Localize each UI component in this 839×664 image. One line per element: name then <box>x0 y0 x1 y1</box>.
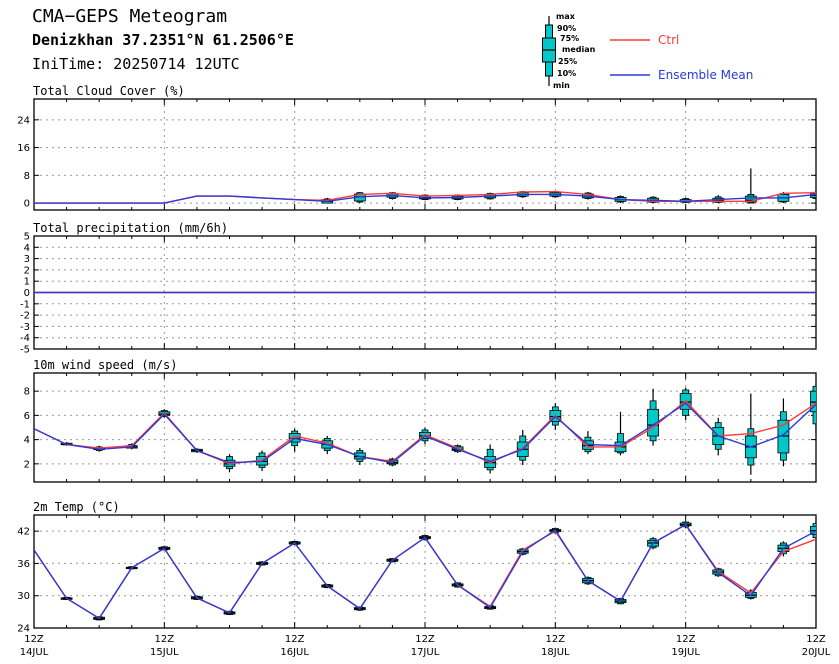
y-tick-label: 2 <box>24 265 30 276</box>
y-tick-label: 36 <box>17 559 30 570</box>
panel-3: 2m Temp (°C) 24 30 36 42 <box>17 500 817 635</box>
panel-1: Total precipitation (mm/6h) -5-4-3-2-1012… <box>20 221 817 356</box>
x-axis: 12Z 14JUL 12Z 15JUL 12Z 16JUL 12Z 17JUL 12Z 18JUL… <box>20 634 831 658</box>
y-tick-label: 5 <box>24 232 30 243</box>
panel-title-3: 2m Temp (°C) <box>33 500 120 514</box>
legend-box-label-6: min <box>553 81 570 90</box>
y-tick-label: 1 <box>24 277 30 288</box>
box-inner <box>744 195 757 203</box>
legend-box-label-1: 90% <box>557 24 576 33</box>
y-tick-label: 3 <box>24 254 30 265</box>
x-tick-label-top-4: 12Z <box>546 634 566 645</box>
x-tick-label-bottom-5: 19JUL <box>671 647 700 658</box>
legend: max 90%75% median 25% 10% min Ctrl Ensemble Mea… <box>542 12 753 90</box>
y-tick-label: -5 <box>20 345 30 356</box>
panel-data-0 <box>34 168 816 204</box>
legend-box-label-5: 10% <box>557 69 576 78</box>
box-2-17 <box>614 411 627 456</box>
y-tick-label: -1 <box>20 299 30 310</box>
box-2-22 <box>777 398 790 467</box>
box-3-23 <box>810 521 816 541</box>
init-time-label: IniTime: 20250714 12UTC <box>32 55 240 73</box>
box-2-18 <box>647 388 659 446</box>
x-tick-label-top-3: 12Z <box>415 634 435 645</box>
y-tick-label: 42 <box>17 527 30 538</box>
box-0-11 <box>679 197 692 204</box>
y-tick-label: 0 <box>24 199 30 210</box>
y-tick-label: -2 <box>20 311 30 322</box>
legend-mean-label: Ensemble Mean <box>658 68 753 82</box>
y-tick-label: 2 <box>24 459 30 470</box>
y-tick-label: 24 <box>17 624 30 635</box>
y-tick-label: 16 <box>17 143 30 154</box>
x-tick-label-bottom-1: 15JUL <box>150 647 179 658</box>
legend-ctrl-label: Ctrl <box>658 33 679 47</box>
panel-data-2 <box>34 383 816 475</box>
x-tick-label-top-5: 12Z <box>676 634 696 645</box>
mean-line-0 <box>34 193 816 204</box>
box-2-13 <box>484 444 497 474</box>
panel-data-3 <box>34 521 816 621</box>
panel-0: Total Cloud Cover (%) 0 8 16 24 <box>17 84 817 211</box>
panel-2: 10m wind speed (m/s) 2 4 6 8 <box>24 358 817 483</box>
box-2-7 <box>288 428 301 452</box>
y-tick-label: 6 <box>24 411 30 422</box>
y-tick-label: -3 <box>20 322 30 333</box>
meteogram-title: CMA−GEPS Meteogram <box>32 6 228 27</box>
y-tick-label: 30 <box>17 591 30 602</box>
y-tick-label: 4 <box>24 243 30 254</box>
x-tick-label-top-1: 12Z <box>155 634 175 645</box>
x-tick-label-top-6: 12Z <box>806 634 826 645</box>
x-tick-label-top-0: 12Z <box>24 634 44 645</box>
box-inner <box>810 390 816 413</box>
panel-title-1: Total precipitation (mm/6h) <box>33 221 228 235</box>
x-tick-label-top-2: 12Z <box>285 634 305 645</box>
x-tick-label-bottom-0: 14JUL <box>20 647 49 658</box>
panel-title-0: Total Cloud Cover (%) <box>33 84 185 98</box>
mean-line-2 <box>34 402 816 464</box>
x-tick-label-bottom-4: 18JUL <box>541 647 570 658</box>
y-tick-label: 0 <box>24 288 30 299</box>
y-tick-label: 4 <box>24 435 30 446</box>
y-tick-label: 8 <box>24 171 30 182</box>
x-tick-label-bottom-3: 17JUL <box>411 647 440 658</box>
x-tick-label-bottom-6: 20JUL <box>802 647 831 658</box>
y-tick-label: -4 <box>20 333 30 344</box>
legend-box-label-4: 25% <box>558 57 577 66</box>
legend-box-label-2: 75% <box>560 34 579 43</box>
legend-box-label-3: median <box>562 45 596 54</box>
legend-box-label-0: max <box>556 12 576 21</box>
x-tick-label-bottom-2: 16JUL <box>280 647 309 658</box>
mean-line-3 <box>34 523 816 620</box>
panel-title-2: 10m wind speed (m/s) <box>33 358 178 372</box>
y-tick-label: 8 <box>24 387 30 398</box>
location-label: Denizkhan 37.2351°N 61.2506°E <box>32 31 294 49</box>
y-tick-label: 24 <box>17 115 30 126</box>
ctrl-line-2 <box>34 399 816 465</box>
